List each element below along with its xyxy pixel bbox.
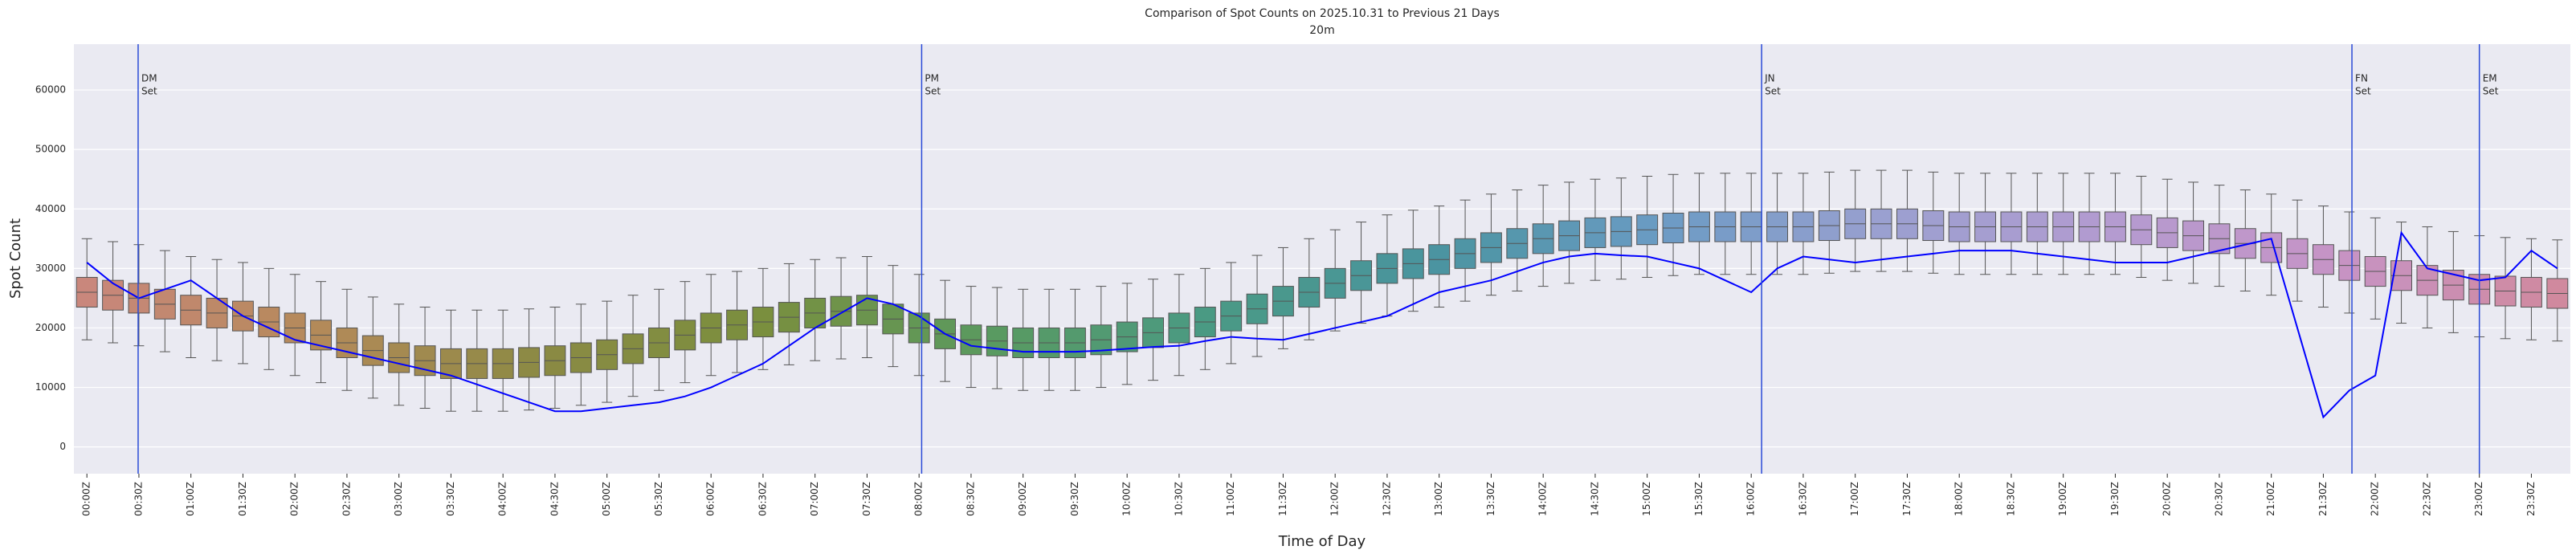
x-tick-label: 21:00Z xyxy=(2265,482,2276,516)
event-label: PM xyxy=(925,73,939,84)
x-tick-label: 18:00Z xyxy=(1953,482,1965,516)
x-tick-label: 09:30Z xyxy=(1069,482,1080,516)
x-tick-label: 11:00Z xyxy=(1225,482,1236,516)
x-tick-label: 05:00Z xyxy=(601,482,612,516)
chart-subtitle: 20m xyxy=(1309,24,1334,37)
x-tick-label: 20:00Z xyxy=(2162,482,2173,516)
event-label: Set xyxy=(2483,86,2499,97)
x-tick-label: 15:00Z xyxy=(1641,482,1652,516)
x-tick-label: 13:30Z xyxy=(1485,482,1496,516)
x-tick-label: 04:30Z xyxy=(549,482,560,516)
x-tick-label: 17:00Z xyxy=(1849,482,1860,516)
x-tick-label: 13:00Z xyxy=(1433,482,1444,516)
chart-title: Comparison of Spot Counts on 2025.10.31 … xyxy=(1145,7,1500,20)
x-tick-label: 19:00Z xyxy=(2057,482,2068,516)
x-tick-label: 20:30Z xyxy=(2213,482,2224,516)
x-tick-label: 02:30Z xyxy=(341,482,352,516)
x-tick-label: 16:30Z xyxy=(1797,482,1808,516)
x-tick-label: 02:00Z xyxy=(289,482,300,516)
event-label: Set xyxy=(2355,86,2371,97)
x-tick-label: 07:00Z xyxy=(809,482,820,516)
event-label: Set xyxy=(1765,86,1781,97)
event-label: Set xyxy=(141,86,157,97)
x-tick-label: 14:30Z xyxy=(1589,482,1600,516)
x-tick-label: 14:00Z xyxy=(1537,482,1549,516)
x-tick-label: 11:30Z xyxy=(1277,482,1288,516)
x-tick-label: 03:00Z xyxy=(393,482,404,516)
x-tick-label: 18:30Z xyxy=(2005,482,2016,516)
event-label: JN xyxy=(1764,73,1775,84)
x-tick-label: 06:00Z xyxy=(705,482,716,516)
x-tick-label: 12:30Z xyxy=(1381,482,1392,516)
x-tick-label: 10:30Z xyxy=(1173,482,1184,516)
x-tick-label: 00:00Z xyxy=(81,482,92,516)
line-series xyxy=(86,230,2558,419)
y-tick-label: 50000 xyxy=(35,144,66,155)
x-tick-label: 17:30Z xyxy=(1901,482,1913,516)
x-tick-label: 03:30Z xyxy=(445,482,456,516)
x-tick-label: 01:30Z xyxy=(237,482,248,516)
x-tick-label: 09:00Z xyxy=(1017,482,1028,516)
y-tick-label: 40000 xyxy=(35,203,66,214)
y-tick-label: 0 xyxy=(59,441,66,452)
x-tick-label: 06:30Z xyxy=(757,482,768,516)
x-tick-label: 08:30Z xyxy=(965,482,976,516)
x-tick-label: 00:30Z xyxy=(133,482,144,516)
x-tick-label: 22:00Z xyxy=(2370,482,2381,516)
event-label: DM xyxy=(141,73,157,84)
x-tick-label: 21:30Z xyxy=(2317,482,2329,516)
x-tick-label: 08:00Z xyxy=(913,482,925,516)
x-tick-label: 23:30Z xyxy=(2525,482,2537,516)
x-axis-label: Time of Day xyxy=(1278,533,1366,550)
x-tick-label: 04:00Z xyxy=(497,482,508,516)
y-tick-label: 10000 xyxy=(35,381,66,393)
x-tick-label: 12:00Z xyxy=(1329,482,1341,516)
marks xyxy=(76,44,2569,474)
grid xyxy=(74,89,2570,448)
y-axis-label: Spot Count xyxy=(7,218,24,299)
x-tick-label: 01:00Z xyxy=(185,482,196,516)
event-label: FN xyxy=(2355,73,2368,84)
x-tick-label: 07:30Z xyxy=(861,482,872,516)
x-tick-label: 05:30Z xyxy=(653,482,664,516)
x-tick-label: 10:00Z xyxy=(1121,482,1133,516)
x-tick-label: 15:30Z xyxy=(1693,482,1704,516)
y-tick-label: 60000 xyxy=(35,84,66,96)
x-tick-label: 19:30Z xyxy=(2109,482,2121,516)
y-tick-label: 20000 xyxy=(35,322,66,333)
x-tick-label: 23:00Z xyxy=(2473,482,2484,516)
event-label: Set xyxy=(925,86,941,97)
x-tick-label: 22:30Z xyxy=(2421,482,2432,516)
event-label: EM xyxy=(2483,73,2497,84)
x-tick-label: 16:00Z xyxy=(1745,482,1757,516)
plot-area xyxy=(74,44,2570,474)
y-tick-label: 30000 xyxy=(35,263,66,274)
